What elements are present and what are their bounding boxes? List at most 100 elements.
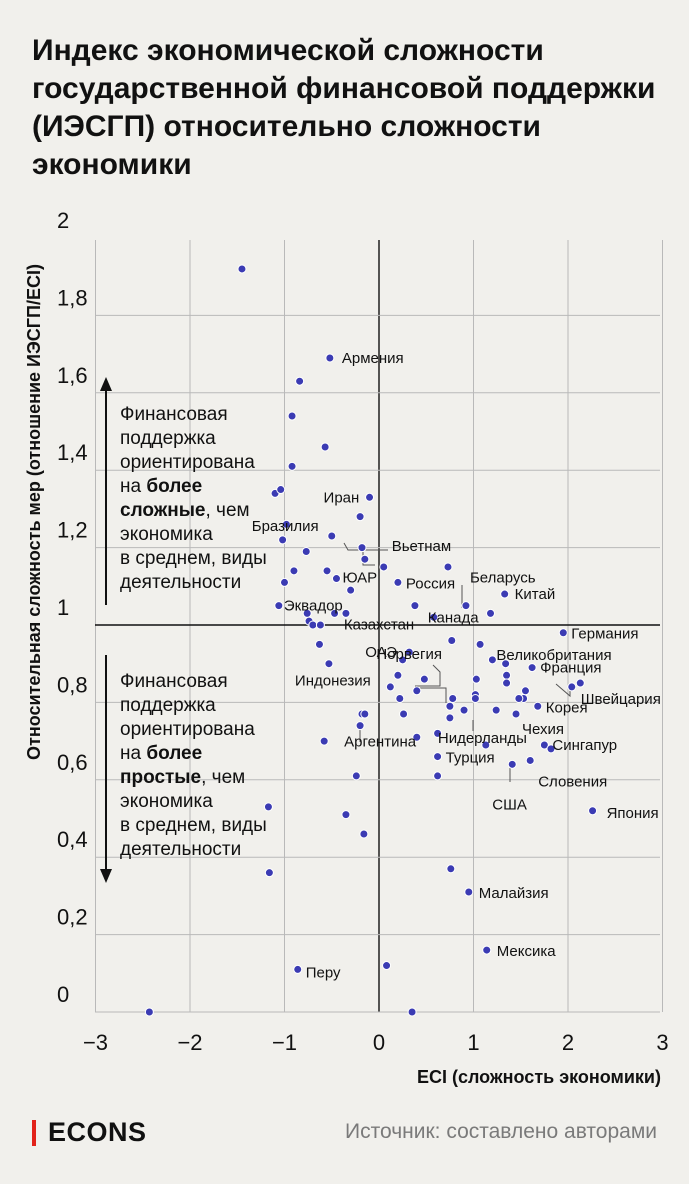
- lower-line: простые, чем: [120, 767, 245, 788]
- data-point: [295, 376, 305, 386]
- point-label: Индонезия: [295, 673, 371, 690]
- y-tick-label: 0,8: [57, 672, 88, 697]
- point-label: Великобритания: [496, 647, 611, 664]
- upper-line: в среднем, виды: [120, 548, 267, 569]
- point-label: Бразилия: [252, 518, 319, 535]
- data-point: [558, 628, 568, 638]
- tick-labels: −3 −2 −1 0 1 2 3 0 0,2 0,4 0,6 0,8 1 1,2 1,4 1,6 1,8 2: [57, 208, 669, 1055]
- data-point: [355, 512, 365, 522]
- y-tick-label: 2: [57, 208, 69, 233]
- point-label: Швейцария: [581, 691, 661, 708]
- data-point: [351, 771, 361, 781]
- data-point: [546, 744, 556, 754]
- point-label: Словения: [538, 773, 607, 790]
- point-label: ЮАР: [342, 570, 377, 587]
- upper-segment: ориентирована: [120, 452, 255, 473]
- point-label: Япония: [607, 805, 659, 822]
- y-tick-label: 1,8: [57, 285, 88, 310]
- data-point: [443, 562, 453, 572]
- x-tick-label: −1: [272, 1030, 297, 1055]
- data-point: [464, 887, 474, 897]
- point-label: Иран: [324, 489, 360, 506]
- data-point: [567, 682, 577, 692]
- data-point: [533, 701, 543, 711]
- data-point: [357, 543, 367, 553]
- data-point: [575, 678, 585, 688]
- point-label: ОАЭ: [365, 644, 397, 661]
- data-point: [346, 585, 356, 595]
- logo-text: ECONS: [48, 1117, 147, 1147]
- data-point: [280, 577, 289, 587]
- data-point: [287, 461, 297, 471]
- data-point: [527, 663, 537, 673]
- data-point: [511, 709, 521, 719]
- point-label: Мексика: [497, 943, 557, 960]
- data-point: [502, 670, 512, 680]
- data-point: [410, 601, 420, 611]
- x-tick-label: 0: [373, 1030, 385, 1055]
- upper-line: сложные, чем: [120, 500, 250, 521]
- lower-line: на более: [120, 743, 202, 764]
- y-tick-label: 1,4: [57, 440, 88, 465]
- x-tick-label: 3: [656, 1030, 668, 1055]
- lower-line: поддержка: [120, 695, 216, 716]
- upper-segment: сложные: [120, 500, 205, 521]
- data-point: [237, 264, 247, 274]
- data-point: [507, 759, 517, 769]
- data-point: [429, 612, 439, 622]
- lower-segment: ориентирована: [120, 719, 255, 740]
- data-point: [379, 562, 389, 572]
- annotation-arrows: [100, 377, 112, 883]
- source-note: Источник: составлено авторами: [345, 1120, 657, 1143]
- lower-segment: Финансовая: [120, 671, 228, 692]
- x-tick-label: −3: [83, 1030, 108, 1055]
- logo-bar: [32, 1119, 36, 1146]
- data-point: [500, 589, 510, 599]
- data-point: [289, 566, 299, 576]
- data-point: [341, 810, 351, 820]
- lower-segment: , чем: [201, 767, 245, 788]
- data-point: [514, 694, 524, 704]
- data-point: [301, 546, 311, 556]
- data-point: [588, 806, 598, 816]
- data-point: [486, 608, 496, 618]
- data-point: [482, 945, 492, 955]
- leader-line: [418, 687, 447, 703]
- point-label: Перу: [306, 964, 341, 981]
- data-point: [144, 1007, 154, 1017]
- data-point: [419, 674, 429, 684]
- data-point: [412, 732, 422, 742]
- data-point: [393, 577, 403, 587]
- data-point: [325, 353, 335, 363]
- data-point: [385, 682, 395, 692]
- data-point: [308, 620, 318, 630]
- x-tick-label: −2: [177, 1030, 202, 1055]
- data-point: [319, 736, 329, 746]
- upper-segment: поддержка: [120, 428, 216, 449]
- y-tick-label: 1: [57, 595, 69, 620]
- data-point: [281, 519, 291, 529]
- lower-line: в среднем, виды: [120, 815, 267, 836]
- data-point: [459, 705, 469, 715]
- data-point: [433, 728, 443, 738]
- data-point: [293, 964, 303, 974]
- data-point: [360, 709, 370, 719]
- data-point: [355, 721, 365, 731]
- data-point: [314, 639, 324, 649]
- data-point: [320, 442, 330, 452]
- point-label: Норвегия: [376, 646, 442, 663]
- data-point: [331, 574, 341, 584]
- econs-logo: ECONS: [32, 1117, 147, 1148]
- lower-segment: поддержка: [120, 695, 216, 716]
- lower-line: экономика: [120, 791, 213, 812]
- data-point: [407, 1007, 417, 1017]
- point-label: США: [492, 796, 527, 813]
- point-labels: Армения Иран Бразилия Вьетнам ЮАР Россия Эквад…: [252, 350, 661, 981]
- data-point: [399, 709, 409, 719]
- annotation-text: Финансовая поддержка ориентирована на более…: [120, 404, 267, 860]
- data-point: [461, 601, 471, 611]
- upper-line: Финансовая: [120, 404, 228, 425]
- point-label: Казахстан: [344, 616, 414, 633]
- data-point: [501, 659, 511, 669]
